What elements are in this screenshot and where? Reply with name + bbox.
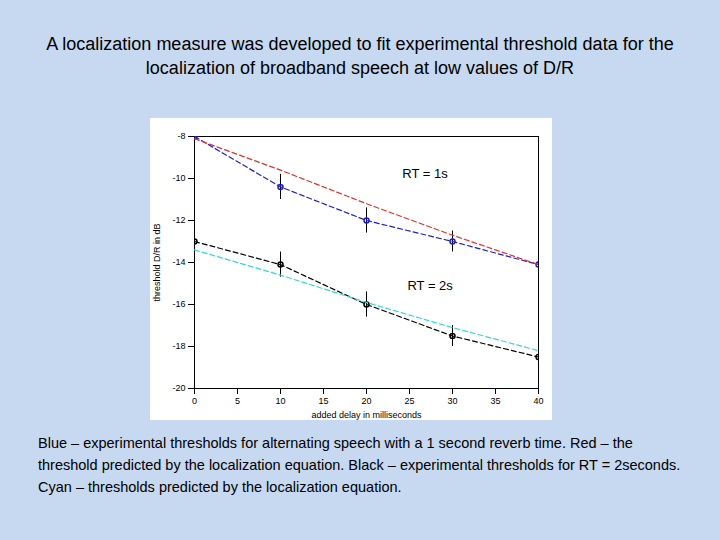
svg-text:threshold D/R in dB: threshold D/R in dB: [152, 223, 162, 301]
html-text:A localization measure was dev: A localization measure was developed to …: [46, 34, 674, 78]
svg-text:-16: -16: [172, 299, 185, 309]
svg-text:5: 5: [235, 396, 240, 406]
svg-text:-20: -20: [172, 383, 185, 393]
html-text:Blue – experimental thresholds: Blue – experimental thresholds for alter…: [38, 435, 681, 495]
svg-text:RT = 1s: RT = 1s: [402, 166, 448, 181]
svg-text:20: 20: [361, 396, 371, 406]
svg-text:10: 10: [275, 396, 285, 406]
svg-text:RT = 2s: RT = 2s: [407, 278, 453, 293]
svg-text:-12: -12: [172, 215, 185, 225]
svg-text:30: 30: [447, 396, 457, 406]
svg-text:25: 25: [404, 396, 414, 406]
svg-text:15: 15: [318, 396, 328, 406]
svg-text:-8: -8: [177, 131, 185, 141]
svg-text:-18: -18: [172, 341, 185, 351]
svg-text:-10: -10: [172, 173, 185, 183]
svg-text:40: 40: [533, 396, 543, 406]
svg-text:-14: -14: [172, 257, 185, 267]
svg-text:added delay in milliseconds: added delay in milliseconds: [311, 410, 422, 420]
svg-text:0: 0: [192, 396, 197, 406]
svg-text:35: 35: [490, 396, 500, 406]
